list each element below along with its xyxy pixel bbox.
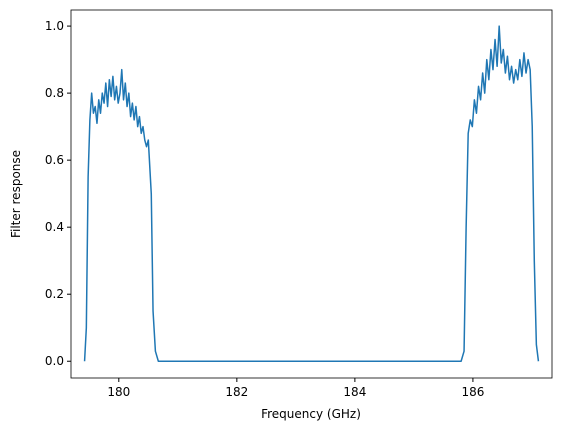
x-axis-label: Frequency (GHz) <box>261 407 361 421</box>
x-tick-label: 182 <box>225 385 248 399</box>
line <box>83 25 540 362</box>
x-tick-label: 184 <box>343 385 366 399</box>
y-tick-label: 0.4 <box>45 220 64 234</box>
y-axis-label: Filter response <box>9 150 23 238</box>
y-tick-label: 0.2 <box>45 287 64 301</box>
y-tick-label: 1.0 <box>45 19 64 33</box>
y-tick-label: 0.0 <box>45 354 64 368</box>
y-tick-label: 0.6 <box>45 153 64 167</box>
x-tick-label: 180 <box>107 385 130 399</box>
y-tick-label: 0.8 <box>45 86 64 100</box>
plot-frame <box>70 9 553 379</box>
x-tick-label: 186 <box>461 385 484 399</box>
